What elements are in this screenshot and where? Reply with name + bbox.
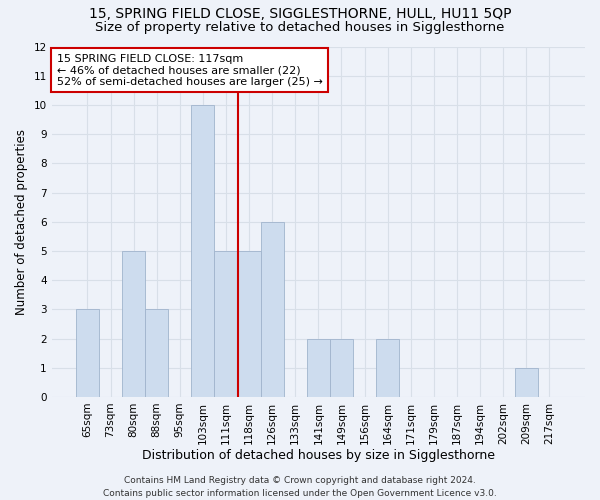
- Text: 15, SPRING FIELD CLOSE, SIGGLESTHORNE, HULL, HU11 5QP: 15, SPRING FIELD CLOSE, SIGGLESTHORNE, H…: [89, 8, 511, 22]
- Y-axis label: Number of detached properties: Number of detached properties: [15, 128, 28, 314]
- Text: Size of property relative to detached houses in Sigglesthorne: Size of property relative to detached ho…: [95, 21, 505, 34]
- Bar: [76, 310, 99, 397]
- Bar: [376, 338, 399, 397]
- Bar: [307, 338, 330, 397]
- Bar: [260, 222, 284, 397]
- Bar: [191, 105, 214, 397]
- Bar: [145, 310, 168, 397]
- Text: Contains HM Land Registry data © Crown copyright and database right 2024.
Contai: Contains HM Land Registry data © Crown c…: [103, 476, 497, 498]
- Bar: [238, 251, 260, 397]
- Text: 15 SPRING FIELD CLOSE: 117sqm
← 46% of detached houses are smaller (22)
52% of s: 15 SPRING FIELD CLOSE: 117sqm ← 46% of d…: [57, 54, 323, 86]
- Bar: [515, 368, 538, 397]
- Bar: [122, 251, 145, 397]
- X-axis label: Distribution of detached houses by size in Sigglesthorne: Distribution of detached houses by size …: [142, 450, 495, 462]
- Bar: [214, 251, 238, 397]
- Bar: [330, 338, 353, 397]
